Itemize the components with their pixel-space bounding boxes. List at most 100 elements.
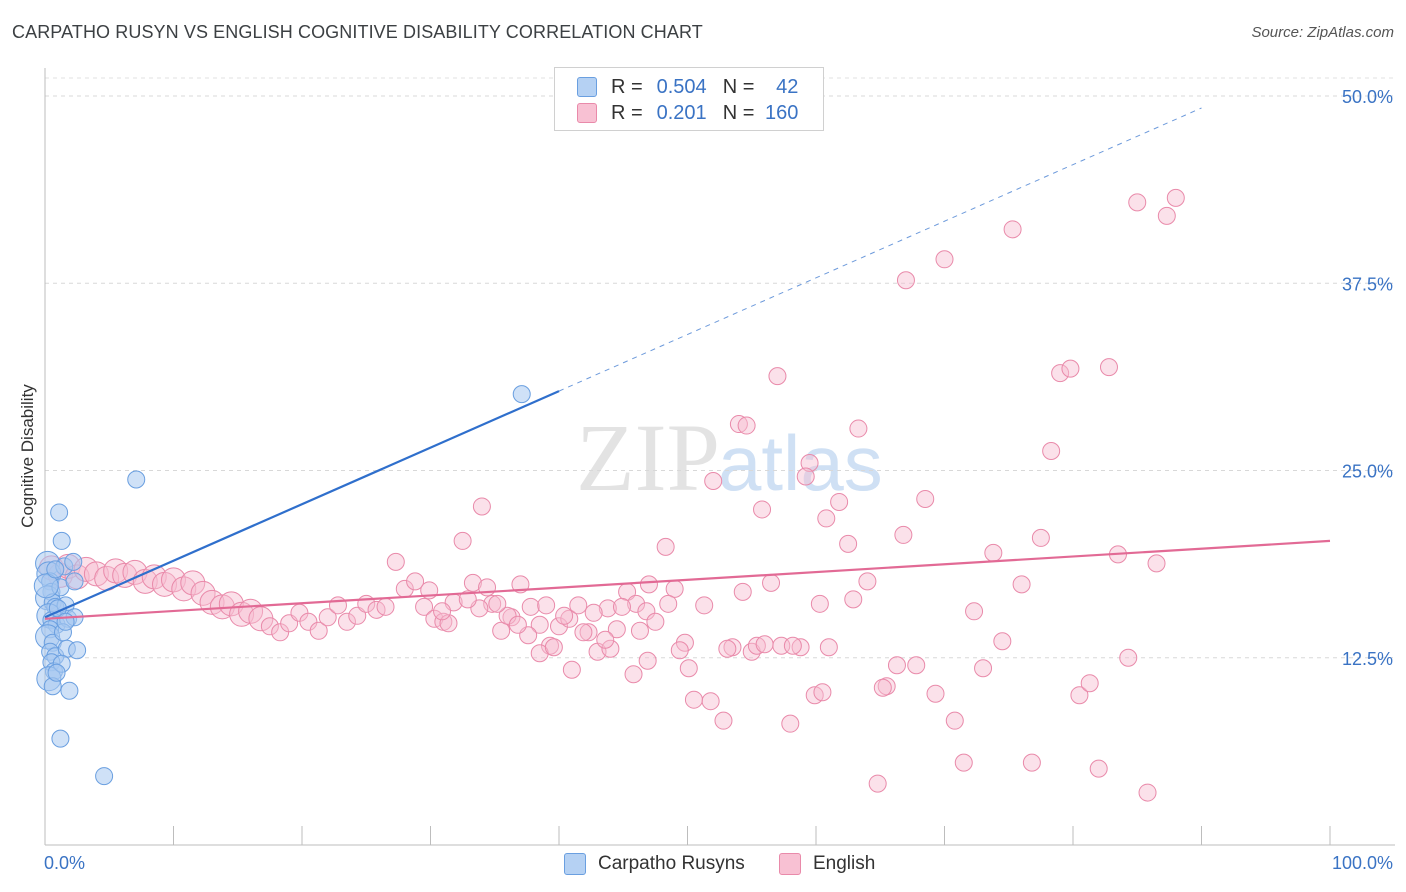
carpatho-rusyns-point xyxy=(46,560,65,579)
english-point xyxy=(1051,364,1070,383)
english-point xyxy=(550,617,568,636)
english-point xyxy=(584,603,603,622)
carpatho-trend-line xyxy=(44,390,560,619)
english-point xyxy=(873,678,892,697)
english-point xyxy=(555,606,574,625)
legend-n-label: N = xyxy=(722,101,755,124)
carpatho-rusyns-point xyxy=(60,681,79,700)
english-point xyxy=(701,692,720,711)
watermark-zip: ZIP xyxy=(576,404,720,511)
english-point xyxy=(601,639,620,658)
english-point xyxy=(1147,554,1166,573)
english-point xyxy=(560,609,579,628)
english-point xyxy=(579,623,598,642)
tick-labels: 12.5% 25.0% 37.5% 50.0% 0.0% 100.0% xyxy=(44,87,1393,873)
legend-swatch-pink xyxy=(779,853,801,875)
legend-swatch-pink xyxy=(577,103,597,123)
english-point xyxy=(508,615,527,634)
carpatho-rusyns-point xyxy=(65,572,84,591)
english-point xyxy=(935,250,954,269)
english-point xyxy=(800,454,819,473)
english-point xyxy=(659,594,678,613)
english-point xyxy=(665,579,684,598)
english-point xyxy=(1022,753,1041,772)
legend-r-label: R = xyxy=(611,101,643,124)
english-point xyxy=(112,562,138,588)
english-point xyxy=(819,638,838,657)
legend-n-value: 160 xyxy=(765,101,799,124)
english-point xyxy=(984,543,1003,562)
carpatho-rusyns-point xyxy=(95,767,114,786)
english-point xyxy=(945,711,964,730)
y-tick-label: 12.5% xyxy=(1342,649,1393,669)
english-point xyxy=(954,753,973,772)
english-point xyxy=(598,599,617,618)
english-point xyxy=(768,367,787,386)
english-point xyxy=(993,632,1012,651)
english-point xyxy=(511,575,530,594)
english-point xyxy=(1128,193,1147,212)
english-point xyxy=(868,774,887,793)
english-point xyxy=(762,573,781,592)
english-point xyxy=(488,594,507,613)
carpatho-rusyns-point xyxy=(51,729,70,748)
english-point xyxy=(894,525,913,544)
english-point xyxy=(704,471,723,490)
english-point xyxy=(612,597,631,616)
carpatho-rusyns-point xyxy=(47,663,66,682)
english-point xyxy=(180,570,206,596)
english-point xyxy=(637,602,656,621)
carpatho-rusyns-point xyxy=(33,573,59,599)
english-point xyxy=(190,580,216,606)
english-point xyxy=(337,612,356,631)
english-point xyxy=(1012,575,1031,594)
english-point xyxy=(299,612,318,631)
carpatho-trend-extension xyxy=(558,107,1202,392)
carpatho-rusyns-point xyxy=(512,385,531,404)
carpatho-rusyns-point xyxy=(50,503,69,522)
source-label: Source: ZipAtlas.com xyxy=(1251,24,1394,41)
english-point xyxy=(670,641,689,660)
english-point xyxy=(492,621,511,640)
english-point xyxy=(638,651,657,670)
english-point xyxy=(858,572,877,591)
english-point xyxy=(737,416,756,435)
legend-item-carpatho-rusyns[interactable]: Carpatho Rusyns xyxy=(564,852,745,876)
english-point xyxy=(530,615,549,634)
stats-legend: R = 0.504 N = 42 R = 0.201 N = 160 xyxy=(554,67,824,131)
english-point xyxy=(718,639,737,658)
english-point xyxy=(433,602,452,621)
carpatho-rusyns-point xyxy=(64,552,83,571)
english-point xyxy=(1031,528,1050,547)
english-point xyxy=(916,489,935,508)
english-trend-line xyxy=(44,539,1331,620)
english-point xyxy=(733,582,752,601)
english-point xyxy=(714,711,733,730)
english-point xyxy=(498,606,517,625)
english-point xyxy=(271,623,290,642)
english-point xyxy=(781,714,800,733)
legend-n-value: 42 xyxy=(776,75,799,98)
legend-row-carpatho: R = 0.504 N = 42 xyxy=(577,74,798,100)
english-point xyxy=(1070,686,1089,705)
carpatho-rusyns-point xyxy=(68,641,87,660)
english-point xyxy=(849,419,868,438)
english-point xyxy=(630,621,649,640)
english-point xyxy=(318,608,337,627)
english-point xyxy=(839,534,858,553)
legend-item-english[interactable]: English xyxy=(779,852,875,876)
carpatho-rusyns-point xyxy=(52,531,71,550)
english-point xyxy=(472,497,491,516)
english-point xyxy=(974,659,993,678)
legend-r-value: 0.504 xyxy=(656,75,707,98)
english-point xyxy=(415,597,434,616)
english-point xyxy=(1061,359,1080,378)
english-point xyxy=(695,596,714,615)
legend-swatch-blue xyxy=(577,77,597,97)
english-point xyxy=(83,561,109,587)
english-point xyxy=(907,656,926,675)
x-tick-label: 0.0% xyxy=(44,853,85,873)
english-point xyxy=(817,509,836,528)
english-point xyxy=(747,636,766,655)
